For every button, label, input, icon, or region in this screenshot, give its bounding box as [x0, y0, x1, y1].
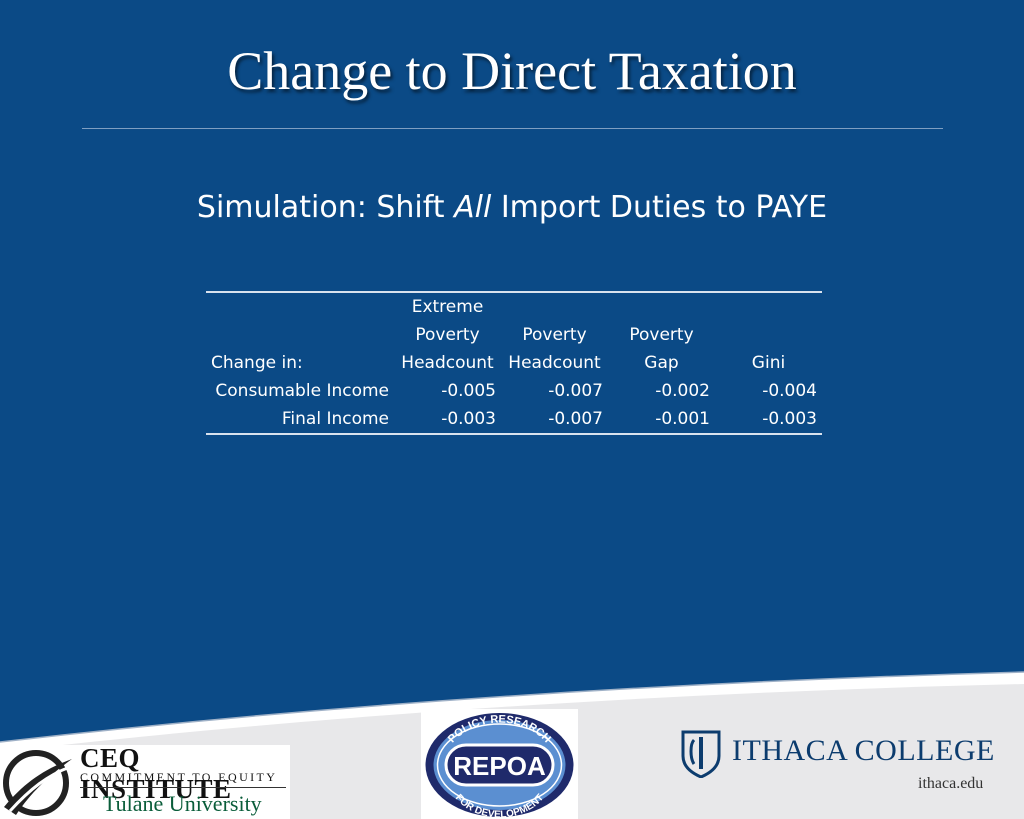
- col-header-line: Headcount: [508, 353, 601, 373]
- ceq-divider: [80, 787, 286, 788]
- table-row: Consumable Income -0.005 -0.007 -0.002 -…: [206, 377, 822, 405]
- table-cell: -0.005: [441, 381, 496, 401]
- subtitle-suffix: Import Duties to PAYE: [491, 190, 828, 225]
- col-header-line: Gini: [751, 353, 786, 373]
- row-label: Final Income: [206, 405, 394, 435]
- col-header-line: Headcount: [401, 353, 494, 373]
- slide-title: Change to Direct Taxation: [227, 41, 797, 101]
- title-divider: [82, 128, 943, 129]
- col-header-line: Poverty: [522, 325, 587, 345]
- subtitle-emphasis: All: [454, 190, 492, 225]
- col-poverty-gap: Poverty Gap: [608, 291, 715, 377]
- col-header-line: Poverty: [415, 325, 480, 345]
- corner-label: Change in:: [206, 291, 394, 377]
- ithaca-url: ithaca.edu: [918, 775, 984, 792]
- col-header-line: Poverty: [629, 325, 694, 345]
- col-poverty-headcount: Poverty Headcount: [501, 291, 608, 377]
- ceq-swoosh-icon: [3, 750, 72, 816]
- col-header-line: Extreme: [411, 297, 484, 317]
- ithaca-shield-icon: [681, 730, 721, 778]
- table-cell: -0.002: [655, 381, 710, 401]
- repoa-logo: REPOA POLICY RESEARCH FOR DEVELOPMENT: [421, 709, 578, 819]
- col-header-line: Gap: [644, 353, 679, 373]
- ceq-institute-logo: CEQ INSTITUTE COMMITMENT TO EQUITY Tulan…: [0, 743, 290, 819]
- slide-subtitle: Simulation: Shift All Import Duties to P…: [0, 190, 1024, 225]
- repoa-center-text: REPOA: [453, 751, 546, 781]
- col-extreme-poverty-headcount: Extreme Poverty Headcount: [394, 291, 501, 377]
- table-row: Final Income -0.003 -0.007 -0.001 -0.003: [206, 405, 822, 435]
- ceq-university: Tulane University: [103, 791, 262, 816]
- table-cell: -0.007: [548, 381, 603, 401]
- repoa-seal-icon: REPOA POLICY RESEARCH FOR DEVELOPMENT: [425, 713, 574, 819]
- results-table: Change in: Extreme Poverty Headcount Pov…: [206, 291, 822, 435]
- table-cell: -0.003: [715, 405, 822, 435]
- table-cell: -0.004: [762, 381, 817, 401]
- ceq-name: CEQ INSTITUTE: [80, 743, 232, 804]
- ithaca-name: ITHACA COLLEGE: [732, 734, 995, 767]
- subtitle-prefix: Simulation: Shift: [196, 190, 455, 225]
- col-gini: Gini: [715, 291, 822, 377]
- ceq-tagline: COMMITMENT TO EQUITY: [80, 770, 278, 784]
- table-header-row: Change in: Extreme Poverty Headcount Pov…: [206, 291, 822, 377]
- table-cell: -0.007: [501, 405, 608, 435]
- table-cell: -0.001: [608, 405, 715, 435]
- table-cell: -0.003: [394, 405, 501, 435]
- row-label: Consumable Income: [215, 381, 389, 401]
